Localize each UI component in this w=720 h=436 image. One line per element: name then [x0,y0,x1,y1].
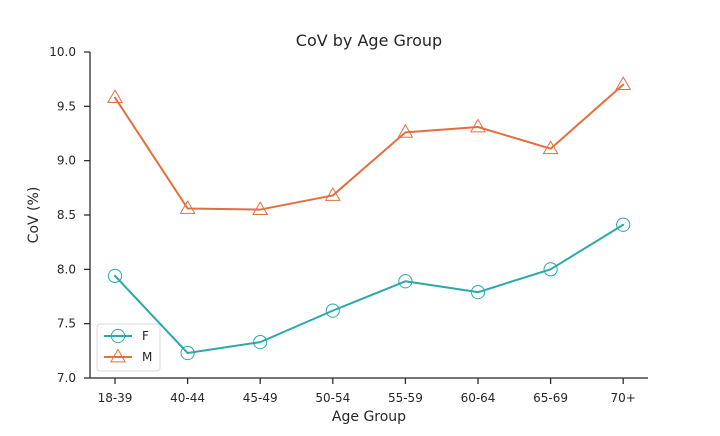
triangle-marker-m [179,199,196,214]
x-tick-label: 50-54 [315,391,350,405]
x-axis-label: Age Group [332,409,406,425]
series-line-f [114,223,625,355]
circle-marker-f [107,268,123,283]
circle-marker-f [180,345,195,361]
y-axis: 7.0 7.5 8.0 8.5 9.0 9.5 10.0 [49,45,91,385]
chart-title: CoV by Age Group [296,31,442,50]
triangle-marker-m [542,140,559,155]
triangle-marker-m [615,76,632,90]
legend: FM [96,323,161,372]
circle-marker-f [325,303,340,318]
y-tick-label: 9.0 [57,154,76,168]
series-m [107,76,632,215]
x-tick-label: 55-59 [388,391,423,405]
triangle-marker-m [252,201,269,215]
legend-item-m: M [104,348,152,364]
legend-label-m: M [142,350,152,364]
y-tick-label: 8.5 [57,208,76,222]
y-tick-label: 7.0 [57,371,76,385]
series-line-m [114,83,625,211]
circle-marker-f [616,217,631,232]
y-tick-label: 9.5 [57,99,76,113]
y-tick-label: 8.0 [57,262,76,276]
circle-marker-f [253,335,268,350]
series-f [107,217,631,361]
x-tick-label: 60-64 [461,391,496,405]
series-layer [107,76,632,361]
circle-marker-f [470,285,486,300]
triangle-marker-m [470,118,486,133]
circle-marker-legend-f [110,328,126,344]
triangle-marker-m [324,186,341,201]
x-tick-label: 40-44 [170,391,205,405]
y-tick-label: 10.0 [49,45,76,59]
y-tick-label: 7.5 [57,317,76,331]
x-axis: 18-39 40-44 45-49 50-54 55-59 60-64 65-69 70+ [90,377,648,405]
triangle-marker-m [107,89,123,104]
x-tick-label: 18-39 [98,391,133,405]
x-tick-label: 65-69 [533,391,568,405]
y-axis-label: CoV (%) [26,187,42,244]
legend-item-f: F [104,328,149,344]
x-tick-label: 70+ [611,391,636,405]
triangle-marker-legend-m [110,348,126,363]
triangle-marker-m [397,123,414,138]
circle-marker-f [398,274,413,289]
x-tick-label: 45-49 [243,391,278,405]
circle-marker-f [543,262,558,277]
legend-label-f: F [142,329,149,343]
